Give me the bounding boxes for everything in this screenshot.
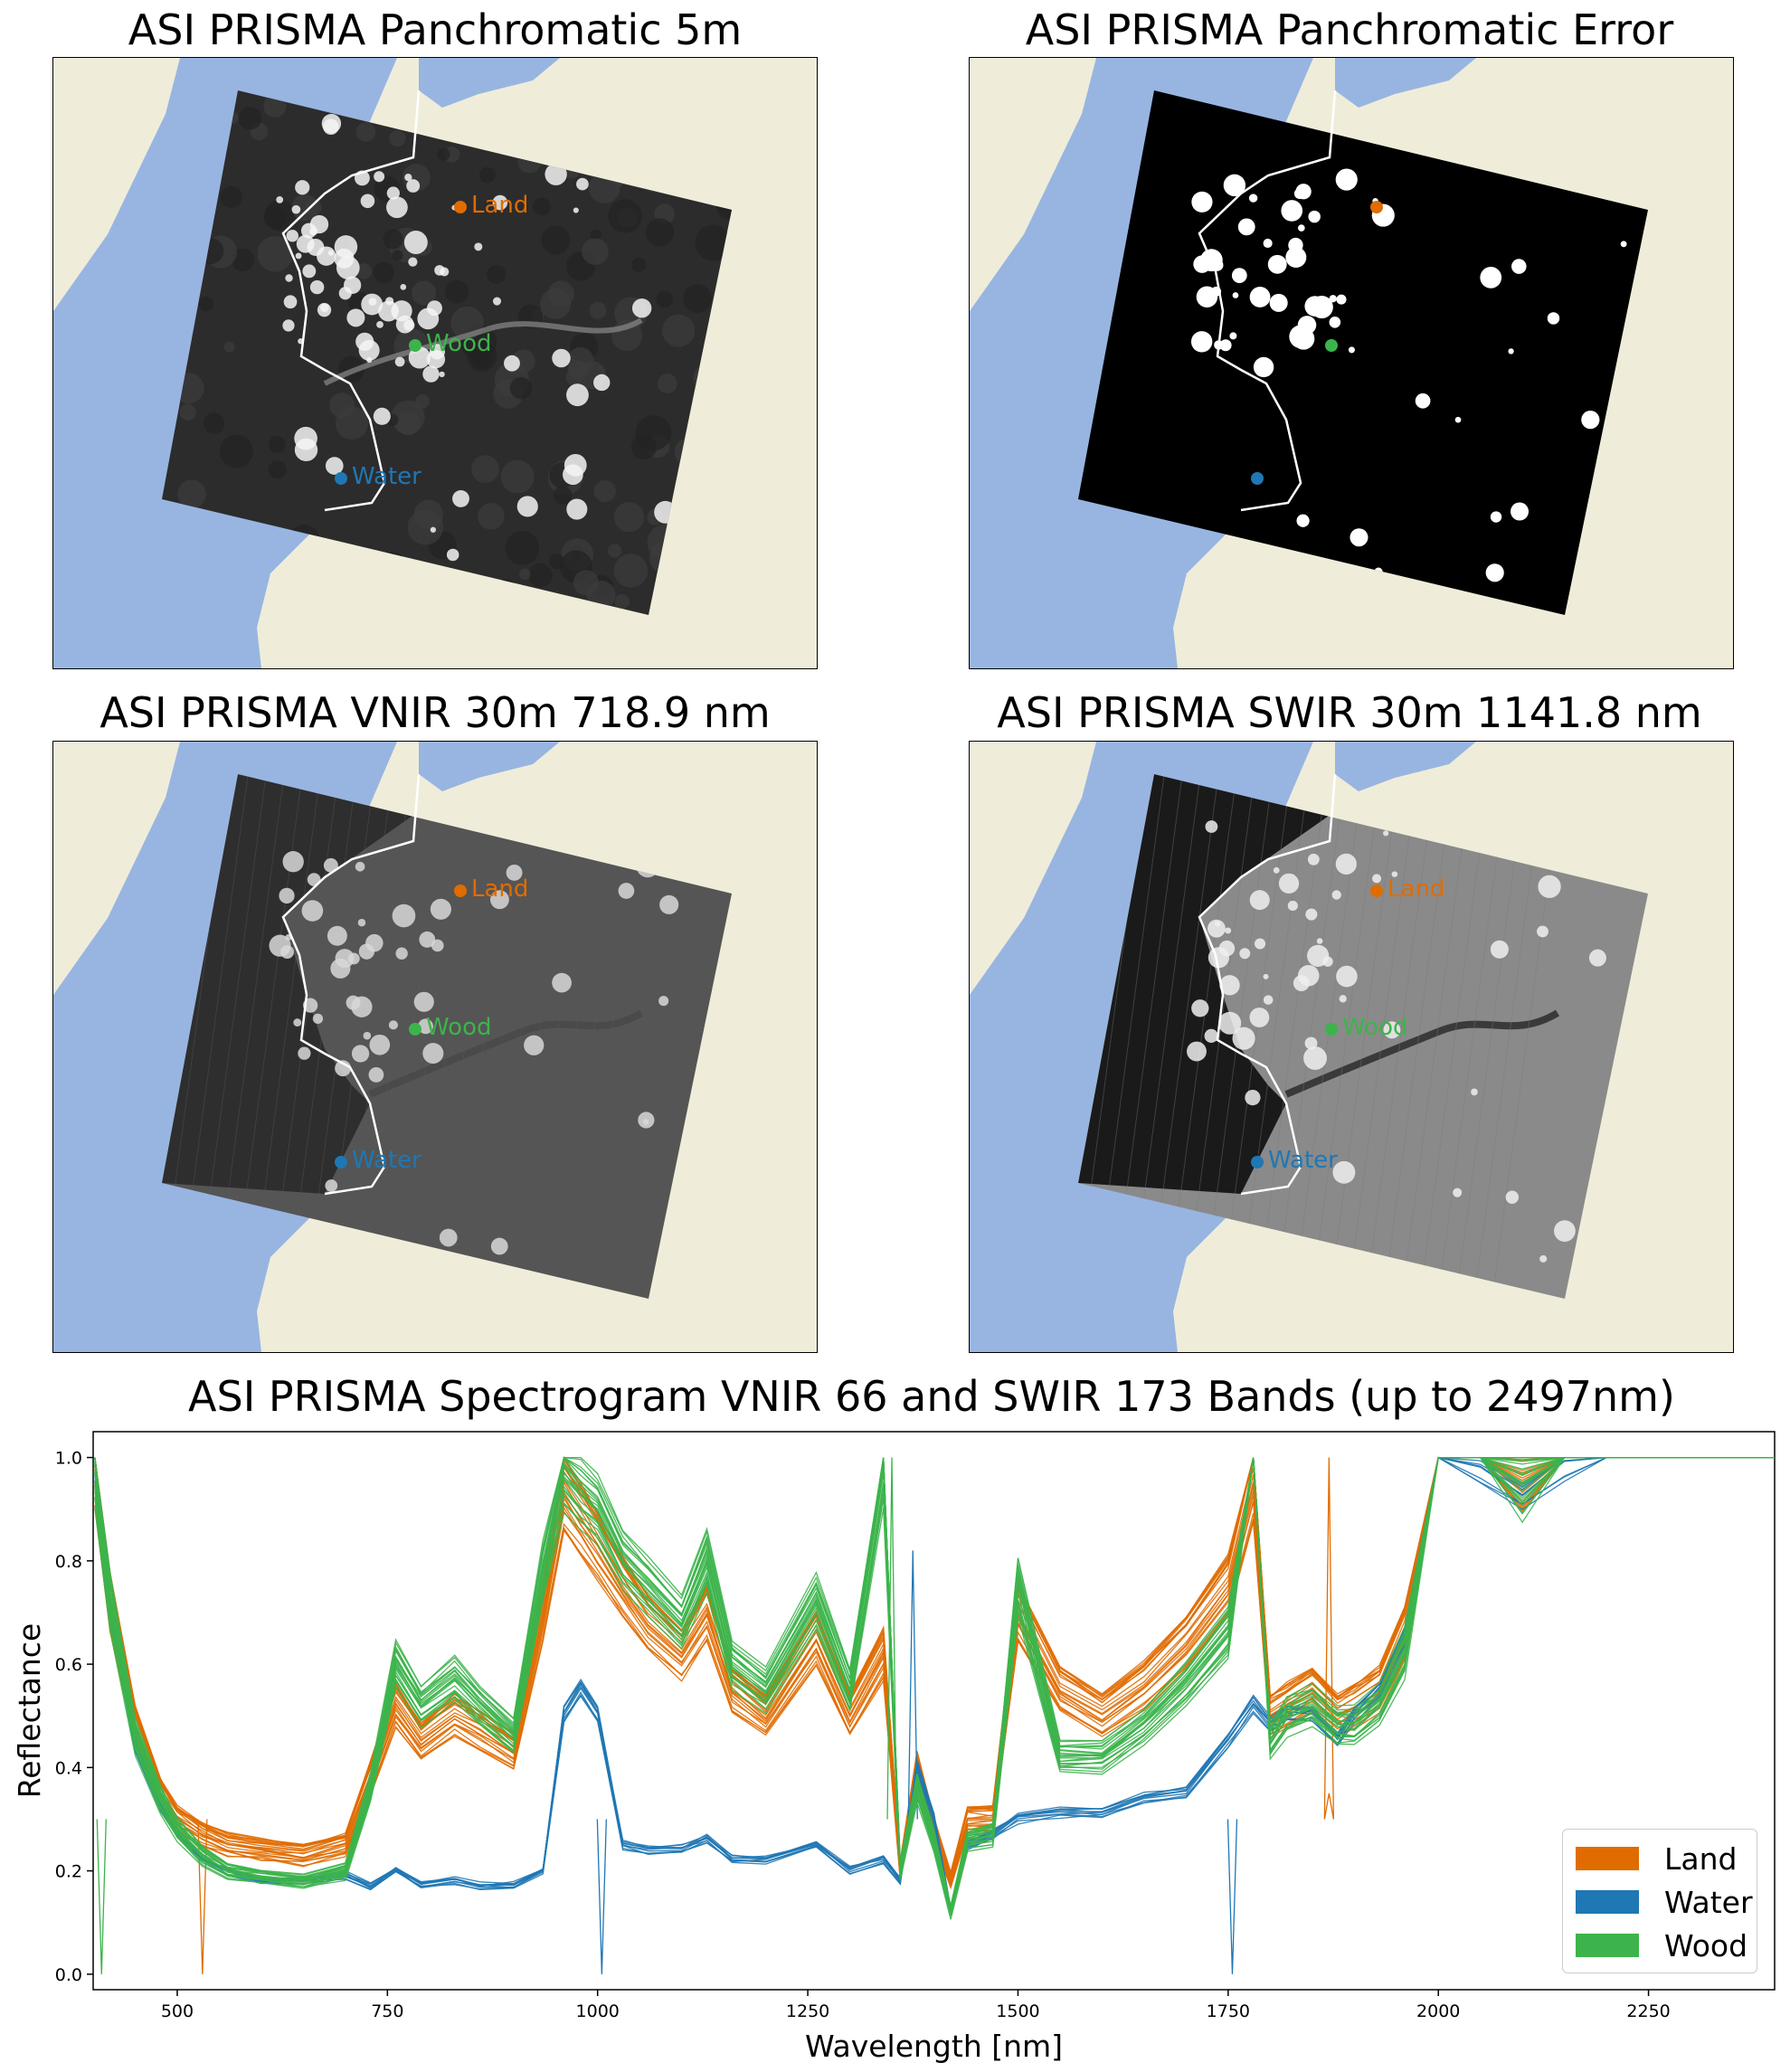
legend-label-water: Water (1664, 1884, 1753, 1920)
series-line-wood (94, 1456, 1775, 1915)
x-tick-label: 1750 (1207, 2001, 1250, 2021)
water-bay (419, 742, 560, 787)
chart-legend: Land Water Wood (1562, 1829, 1757, 1973)
y-tick-label: 0.4 (55, 1758, 82, 1778)
scene-texture (1190, 102, 1627, 582)
sample-point-water (1251, 1156, 1264, 1168)
x-tick-label: 1500 (996, 2001, 1039, 2021)
series-line-wood (94, 1456, 1775, 1909)
series-line-land (94, 1456, 1775, 1889)
legend-swatch-water (1576, 1890, 1639, 1914)
series-spike-land (1323, 1457, 1335, 1820)
sample-point-land (1370, 201, 1383, 213)
map-canvas (970, 58, 1733, 668)
water-bay (1335, 742, 1476, 787)
legend-swatch-wood (1576, 1934, 1639, 1957)
series-spike-land (197, 1819, 208, 1974)
map-canvas: Land Wood Water (53, 742, 817, 1352)
legend-item-wood: Wood (1576, 1927, 1748, 1963)
series-line-wood (94, 1456, 1775, 1916)
sample-point-water (335, 1156, 347, 1168)
coastline (281, 90, 421, 512)
map-panel-error (969, 57, 1734, 669)
y-tick-label: 0.8 (55, 1552, 82, 1572)
series-spike-water (907, 1550, 918, 1820)
y-tick-label: 1.0 (55, 1449, 82, 1469)
series-spike-water (596, 1819, 607, 1974)
x-axis-label: Wavelength [nm] (805, 2029, 1063, 2064)
series-spike-wood (886, 1457, 897, 1820)
map-panel-pan: Land Wood Water (52, 57, 818, 669)
x-tick-label: 1250 (786, 2001, 829, 2021)
sample-label-land: Land (1387, 875, 1444, 903)
legend-item-land: Land (1576, 1840, 1738, 1877)
sample-label-water: Water (352, 463, 421, 490)
sample-point-water (335, 472, 347, 485)
x-tick-label: 750 (371, 2001, 403, 2021)
sample-label-water: Water (1268, 1147, 1338, 1174)
map-panel-swir: Land Wood Water (969, 741, 1734, 1353)
panel-title-pan: ASI PRISMA Panchromatic 5m (128, 5, 743, 54)
panel-title-error: ASI PRISMA Panchromatic Error (1025, 5, 1674, 54)
map-canvas: Land Wood Water (53, 58, 817, 668)
legend-swatch-land (1576, 1847, 1639, 1870)
sample-point-land (454, 201, 467, 213)
series-line-land (94, 1456, 1775, 1888)
y-tick-label: 0.6 (55, 1655, 82, 1675)
sample-point-wood (1325, 339, 1338, 352)
sample-point-wood (1325, 1023, 1338, 1036)
series-spike-water (1226, 1819, 1238, 1974)
panel-title-vnir: ASI PRISMA VNIR 30m 718.9 nm (99, 688, 771, 737)
legend-label-wood: Wood (1664, 1927, 1748, 1963)
satellite-scene (1078, 90, 1648, 615)
x-tick-label: 2000 (1416, 2001, 1460, 2021)
sample-label-water: Water (352, 1147, 421, 1174)
legend-item-water: Water (1576, 1884, 1753, 1920)
chart-title: ASI PRISMA Spectrogram VNIR 66 and SWIR … (188, 1372, 1675, 1421)
x-tick-label: 500 (161, 2001, 194, 2021)
y-tick-label: 0.2 (55, 1862, 82, 1882)
series-line-wood (94, 1456, 1775, 1920)
series-group (94, 1455, 1775, 1974)
map-canvas: Land Wood Water (970, 742, 1733, 1352)
sample-point-wood (409, 1023, 421, 1036)
water-bay (1335, 58, 1476, 103)
legend-label-land: Land (1664, 1840, 1738, 1877)
x-tick-label: 2250 (1626, 2001, 1670, 2021)
series-spike-wood (96, 1819, 107, 1974)
sample-point-land (454, 885, 467, 897)
coastline (281, 773, 421, 1196)
water-bay (419, 58, 560, 103)
x-tick-label: 1000 (576, 2001, 620, 2021)
sample-label-wood: Wood (1342, 1014, 1408, 1041)
y-axis-label: Reflectance (12, 1623, 47, 1799)
y-tick-label: 0.0 (55, 1965, 82, 1985)
series-line-land (94, 1456, 1775, 1876)
coastline (1198, 90, 1337, 512)
sample-label-land: Land (471, 875, 528, 903)
sample-point-land (1370, 885, 1383, 897)
sample-label-wood: Wood (426, 1014, 492, 1041)
satellite-scene (162, 90, 732, 615)
panel-title-swir: ASI PRISMA SWIR 30m 1141.8 nm (997, 688, 1702, 737)
sample-label-land: Land (471, 192, 528, 219)
coastline (1198, 773, 1337, 1196)
series-spike-land (1323, 1793, 1335, 1820)
sample-label-wood: Wood (426, 330, 492, 357)
sample-point-water (1251, 472, 1264, 485)
map-panel-vnir: Land Wood Water (52, 741, 818, 1353)
plot-area (92, 1431, 1776, 1991)
sample-point-wood (409, 339, 421, 352)
